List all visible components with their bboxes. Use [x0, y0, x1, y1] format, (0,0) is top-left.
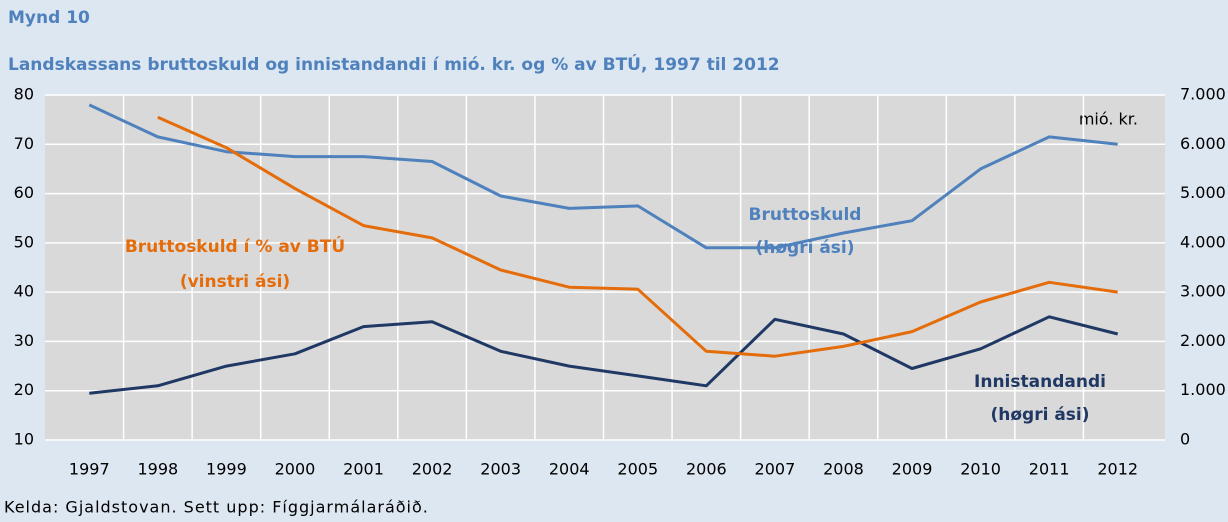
x-tick-label: 2006 — [686, 460, 727, 479]
x-tick-label: 2004 — [549, 460, 590, 479]
series-line — [88, 103, 1118, 250]
x-tick-label: 2003 — [480, 460, 521, 479]
x-tick-label: 1998 — [137, 460, 178, 479]
x-tick-label: 2009 — [892, 460, 933, 479]
annotation: Bruttoskuld — [749, 205, 862, 225]
annotation: Innistandandi — [974, 372, 1106, 392]
y-tick-label: 80 — [14, 85, 34, 104]
chart-subtitle: Landskassans bruttoskuld og innistandand… — [8, 53, 780, 75]
x-tick-label: 1997 — [69, 460, 110, 479]
y-tick-label: 70 — [14, 134, 34, 153]
series-line — [89, 315, 1119, 395]
x-tick-label: 2000 — [275, 460, 316, 479]
y2-tick-label: 3.000 — [1180, 282, 1226, 301]
x-tick-label: 2005 — [617, 460, 658, 479]
y2-tick-label: 7.000 — [1180, 85, 1226, 104]
x-tick-label: 2001 — [343, 460, 384, 479]
y-tick-label: 50 — [14, 232, 34, 251]
y-tick-label: 10 — [14, 430, 34, 449]
y-tick-label: 30 — [14, 331, 34, 350]
chart-title: Mynd 10 — [8, 8, 90, 28]
x-tick-label: 2008 — [823, 460, 864, 479]
x-tick-label: 2011 — [1029, 460, 1070, 479]
y2-tick-label: 5.000 — [1180, 183, 1226, 202]
y-tick-label: 20 — [14, 380, 34, 399]
y2-tick-label: 4.000 — [1180, 232, 1226, 251]
y2-tick-label: 2.000 — [1180, 331, 1226, 350]
y2-tick-label: 1.000 — [1180, 380, 1226, 399]
y2-tick-label: 0 — [1180, 430, 1190, 449]
y2-tick-label: 6.000 — [1180, 134, 1226, 153]
y2-axis-label: mió. kr. — [1079, 110, 1138, 129]
annotation: (høgri ási) — [990, 405, 1089, 425]
x-tick-label: 1999 — [206, 460, 247, 479]
source: Kelda: Gjaldstovan. Sett upp: Fíggjarmál… — [4, 498, 429, 517]
annotation: (høgri ási) — [755, 238, 854, 258]
annotation: Bruttoskuld í % av BTÚ — [125, 235, 345, 257]
x-tick-label: 2012 — [1097, 460, 1138, 479]
x-tick-label: 2010 — [960, 460, 1001, 479]
x-tick-label: 2007 — [755, 460, 796, 479]
y-tick-label: 60 — [14, 183, 34, 202]
annotation: (vinstri ási) — [180, 272, 290, 292]
y-tick-label: 40 — [14, 282, 34, 301]
x-tick-label: 2002 — [412, 460, 453, 479]
series-line — [157, 115, 1118, 358]
